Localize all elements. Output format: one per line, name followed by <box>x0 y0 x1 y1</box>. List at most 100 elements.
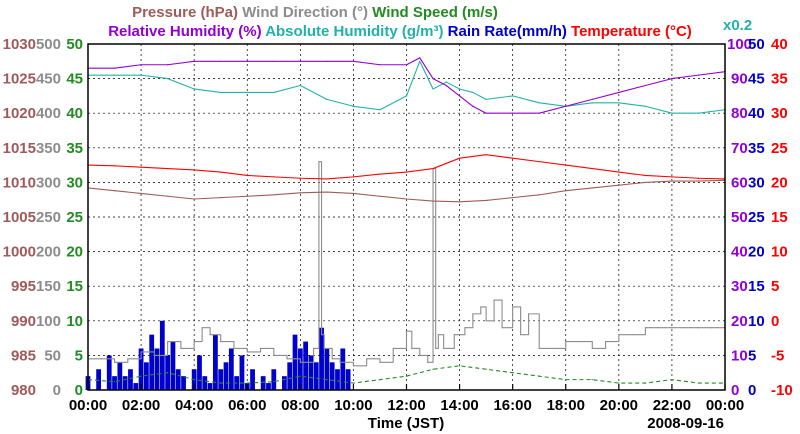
wind-direction-point <box>273 354 275 356</box>
wind_direction-tick-label: 100 <box>36 313 61 330</box>
x-axis-label: Time (JST) <box>368 415 444 432</box>
wind_direction-tick-label: 250 <box>36 209 61 226</box>
temperature-tick-label: 30 <box>771 105 788 122</box>
chart-legend: Pressure (hPa) Wind Direction (°) Wind S… <box>108 4 752 40</box>
pressure-tick-label: 985 <box>11 347 36 364</box>
temperature-point <box>140 166 142 168</box>
rain-rate-bar <box>213 334 218 390</box>
wind-speed-point <box>485 368 487 370</box>
wind-direction-point <box>551 347 554 350</box>
wind-direction-point <box>220 340 222 343</box>
wind-direction-point <box>711 327 713 329</box>
humidity-tick-label: 60 <box>731 174 748 191</box>
humidity-tick-label: 10 <box>731 347 748 364</box>
relative-humidity-point <box>697 74 700 76</box>
rain-rate-bar <box>202 376 208 390</box>
x-tick-label: 16:00 <box>493 397 531 414</box>
absolute-humidity-x0-2-line <box>88 60 726 114</box>
relative-humidity-point <box>671 78 673 80</box>
wind-direction-point <box>512 306 514 308</box>
pressure-point <box>352 192 355 195</box>
temperature-tick-label: 40 <box>771 36 788 53</box>
wind-speed-point <box>113 381 116 383</box>
rain-rate-bar <box>133 383 139 390</box>
relative-humidity-point <box>472 105 474 107</box>
relative-humidity-point <box>246 60 248 62</box>
wind-direction-point <box>127 358 129 360</box>
legend-item: Wind Direction (°) <box>238 4 368 21</box>
rain-rate-bar <box>207 383 213 390</box>
pressure-point <box>644 181 646 183</box>
temperature-point <box>193 169 195 171</box>
x-tick-label: 18:00 <box>547 397 585 414</box>
humidity-tick-label: 30 <box>731 278 748 295</box>
relative-humidity-point <box>458 95 461 97</box>
wind-direction-point <box>100 358 102 360</box>
pressure-tick-label: 1005 <box>3 209 36 226</box>
rain_rate-tick-label: 5 <box>748 347 756 364</box>
wind-direction-point <box>485 320 487 322</box>
wind_speed-tick-label: 30 <box>66 174 83 191</box>
wind_direction-tick-label: 150 <box>36 278 61 295</box>
pressure-point <box>326 191 328 193</box>
wind-speed-point <box>432 368 434 370</box>
wind-direction-point <box>480 306 482 308</box>
wind_direction-tick-label: 0 <box>53 382 61 399</box>
wind-speed-point <box>299 375 301 377</box>
absolute-humidity-x0-2-point <box>538 102 540 104</box>
wind-direction-point <box>419 354 421 356</box>
wind-speed-point <box>273 381 275 383</box>
wind-direction-point <box>379 361 381 363</box>
rain_rate-tick-label: 20 <box>748 244 765 261</box>
wind_speed-tick-label: 10 <box>66 313 83 330</box>
pressure-point <box>565 190 567 192</box>
chart-grid <box>88 44 725 390</box>
absolute-humidity-x0-2-point <box>618 102 620 104</box>
temperature-point <box>299 177 301 179</box>
wind-speed-point <box>458 365 461 367</box>
wind-direction-point <box>427 361 429 363</box>
x-tick-label: 08:00 <box>281 397 319 414</box>
temperature-tick-label: 15 <box>771 209 788 226</box>
pressure-tick-label: 990 <box>11 313 36 330</box>
wind-speed-point <box>591 379 593 381</box>
wind-speed-point <box>538 375 540 377</box>
wind_direction-tick-label: 400 <box>36 105 61 122</box>
relative-humidity-point <box>352 60 355 62</box>
pressure-point <box>299 192 301 194</box>
wind-direction-point <box>246 351 248 353</box>
wind-speed-point <box>379 379 381 381</box>
relative-humidity-point <box>405 64 408 66</box>
wind_direction-tick-label: 500 <box>36 36 61 53</box>
rain-rate-bar <box>117 362 123 390</box>
temperature-point <box>512 157 514 159</box>
wind_speed-tick-label: 45 <box>66 71 83 88</box>
humidity-tick-label: 70 <box>731 140 748 157</box>
wind-direction-point <box>658 327 660 329</box>
wind_direction-tick-label: 450 <box>36 71 61 88</box>
humidity-tick-label: 90 <box>731 71 748 88</box>
relative-humidity-point <box>326 60 328 62</box>
legend-item: Absolute Humidity (g/m³) <box>262 23 444 40</box>
wind-direction-point <box>437 334 439 336</box>
wind-speed-point <box>618 382 620 384</box>
pressure-tick-label: 1030 <box>3 36 36 53</box>
rain_rate-tick-label: 10 <box>748 313 765 330</box>
wind-speed-point <box>671 379 673 381</box>
wind_direction-tick-label: 350 <box>36 140 61 157</box>
absolute-humidity-x0-2-point <box>220 91 222 94</box>
absolute-humidity-x0-2-point <box>458 88 461 90</box>
wind-direction-point <box>201 327 203 329</box>
rain_rate-tick-label: 50 <box>748 36 765 53</box>
temperature-tick-label: 25 <box>771 140 788 157</box>
pressure-point <box>193 198 195 200</box>
relative-humidity-point <box>445 84 447 87</box>
temperature-tick-label: 5 <box>771 278 779 295</box>
humidity-tick-label: 20 <box>731 313 748 330</box>
rain-rate-bar <box>308 355 314 390</box>
relative-humidity-point <box>299 60 301 62</box>
wind-direction-point <box>313 347 315 350</box>
scale-note: x0.2 <box>723 17 752 34</box>
rain-rate-bar <box>96 369 102 390</box>
wind-direction-point <box>631 334 633 336</box>
